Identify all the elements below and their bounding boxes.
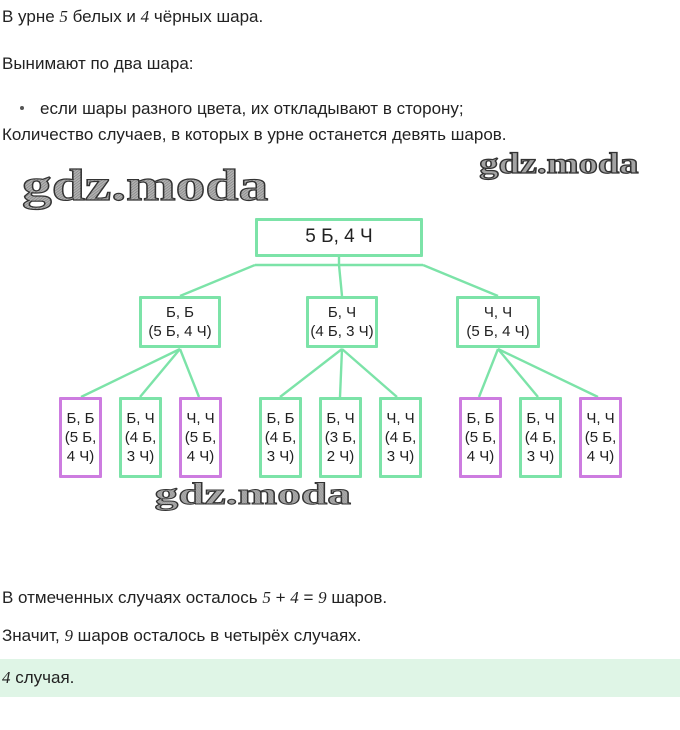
svg-text:gdz.moda: gdz.moda xyxy=(479,147,638,180)
svg-text:gdz.moda: gdz.moda xyxy=(155,477,351,512)
svg-text:gdz.moda: gdz.moda xyxy=(22,161,268,210)
